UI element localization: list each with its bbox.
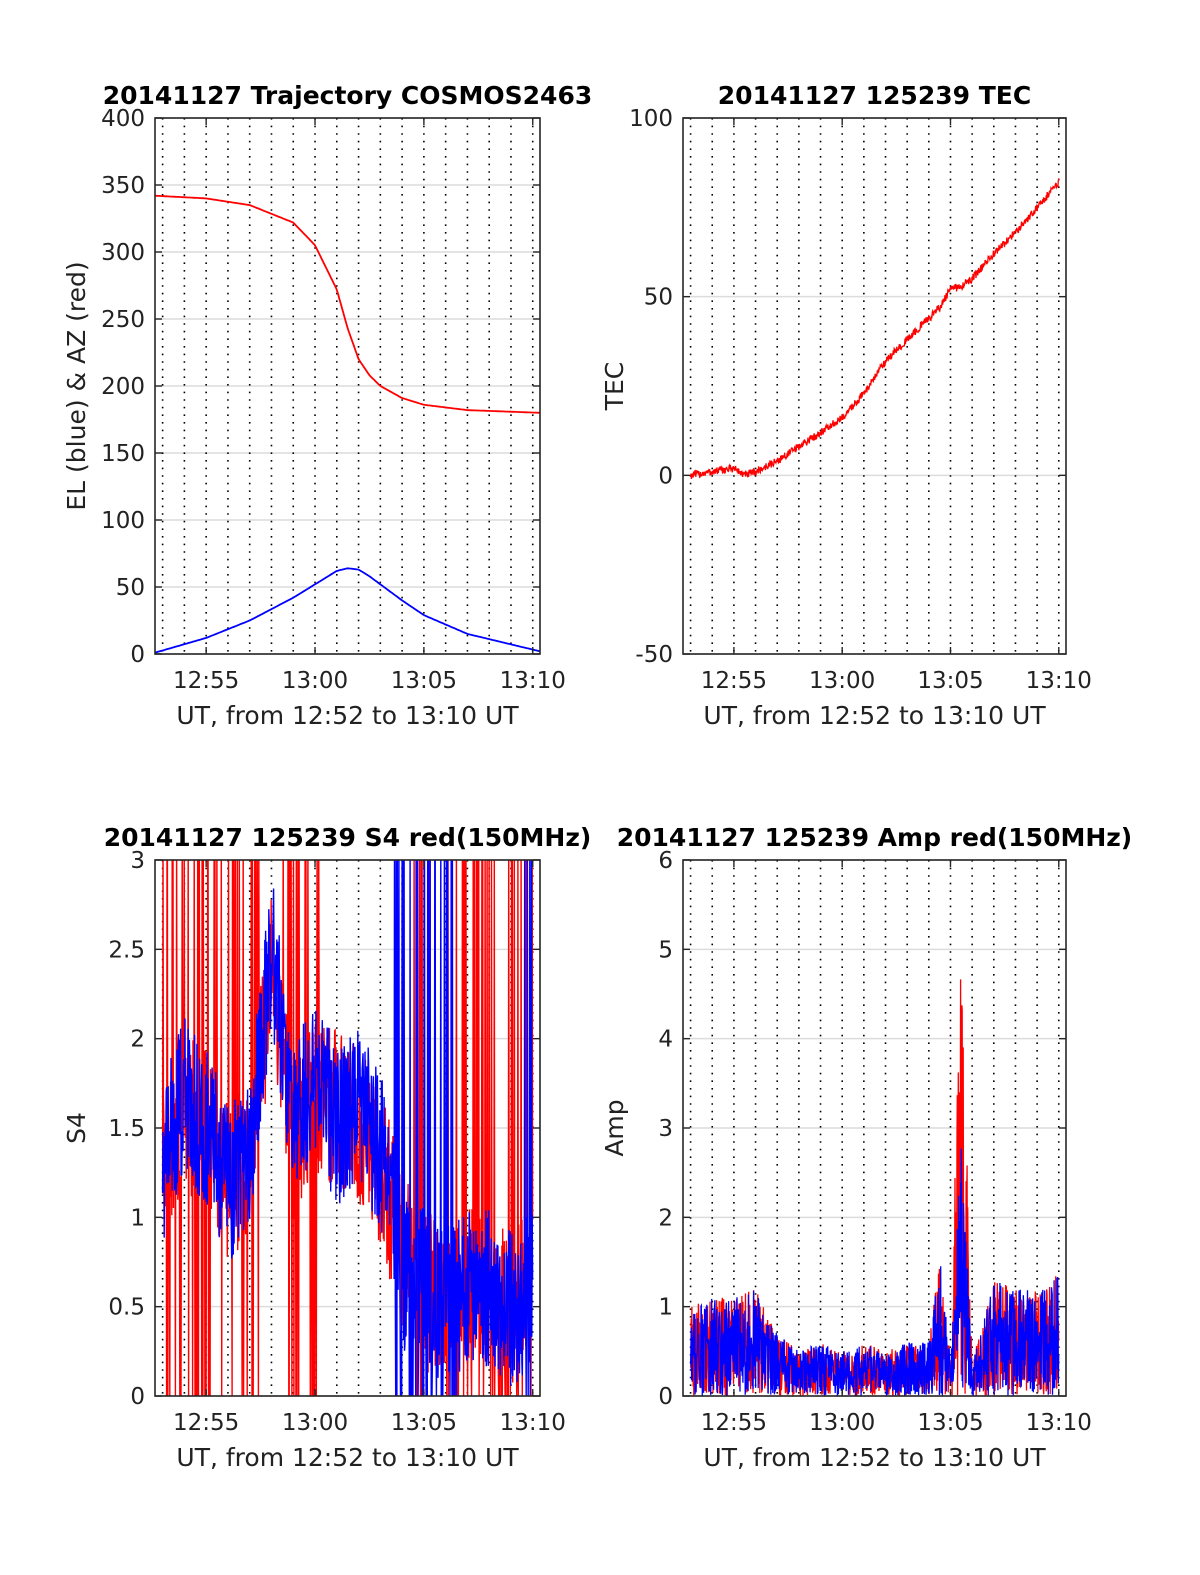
y-tick-label: 1.5 — [108, 1116, 145, 1142]
y-tick-label: 5 — [658, 937, 673, 963]
y-axis-label: Amp — [600, 1099, 629, 1156]
series-line-2 — [161, 860, 534, 1396]
series-line-1 — [155, 194, 540, 414]
x-tick-label: 13:10 — [1026, 668, 1092, 694]
y-tick-label: 2 — [130, 1027, 145, 1053]
y-tick-label: 150 — [101, 441, 145, 467]
chart-panel-3: 0 0.5 1 1.5 2 2.5 3 12:55 13:00 13:05 13:10 2014112… — [62, 823, 591, 1472]
axes-box — [682, 117, 1067, 655]
y-tick-label: 50 — [644, 285, 673, 311]
plot-area — [689, 178, 1060, 479]
series-line-2 — [155, 567, 540, 654]
chart-title: 20141127 Trajectory COSMOS2463 — [103, 81, 593, 110]
y-tick-label: 3 — [658, 1116, 673, 1142]
y-tick-label: 100 — [101, 508, 145, 534]
x-tick-label: 13:10 — [500, 1410, 566, 1436]
chart-panel-4: 0 1 2 3 4 5 6 12:55 13:00 13:05 13:10 20141127 1252… — [600, 823, 1132, 1472]
x-axis-label: UT, from 12:52 to 13:10 UT — [703, 701, 1046, 730]
plot-area — [155, 194, 540, 654]
series-line-2 — [689, 1148, 1060, 1396]
y-tick-label: 0.5 — [108, 1295, 145, 1321]
y-axis-label: EL (blue) & AZ (red) — [62, 261, 91, 510]
x-tick-label: 13:05 — [391, 1410, 457, 1436]
y-tick-label: 0 — [130, 1384, 145, 1410]
y-tick-label: -50 — [635, 642, 673, 668]
y-tick-label: 1 — [658, 1295, 673, 1321]
x-tick-label: 13:05 — [391, 668, 457, 694]
x-axis-label: UT, from 12:52 to 13:10 UT — [176, 701, 519, 730]
x-axis-label: UT, from 12:52 to 13:10 UT — [703, 1443, 1046, 1472]
y-tick-label: 0 — [130, 642, 145, 668]
y-axis-label: S4 — [62, 1112, 91, 1144]
x-tick-label: 12:55 — [173, 1410, 239, 1436]
y-tick-label: 300 — [101, 240, 145, 266]
x-tick-label: 13:00 — [809, 1410, 875, 1436]
y-tick-label: 250 — [101, 307, 145, 333]
x-tick-label: 13:00 — [282, 668, 348, 694]
y-tick-label: 2 — [658, 1205, 673, 1231]
x-tick-label: 13:00 — [809, 668, 875, 694]
x-tick-label: 12:55 — [701, 1410, 767, 1436]
x-tick-label: 12:55 — [701, 668, 767, 694]
y-tick-label: 400 — [101, 106, 145, 132]
x-tick-label: 13:10 — [1026, 1410, 1092, 1436]
chart-title: 20141127 125239 TEC — [718, 81, 1031, 110]
y-tick-label: 350 — [101, 173, 145, 199]
x-tick-label: 13:10 — [500, 668, 566, 694]
x-tick-label: 13:05 — [917, 668, 983, 694]
x-tick-label: 13:00 — [282, 1410, 348, 1436]
series-line-1 — [689, 178, 1060, 479]
plot-area — [161, 860, 534, 1396]
chart-title: 20141127 125239 S4 red(150MHz) — [104, 823, 592, 852]
y-tick-label: 200 — [101, 374, 145, 400]
y-tick-label: 6 — [658, 848, 673, 874]
chart-panel-2: -50 0 50 100 12:55 13:00 13:05 13:10 20141127 12… — [600, 81, 1092, 730]
chart-panel-1: 0 50 100 150 200 250 300 350 400 12:55 13:00 13:05 1… — [62, 81, 592, 730]
y-tick-label: 4 — [658, 1027, 673, 1053]
y-tick-label: 2.5 — [108, 937, 145, 963]
y-axis-label: TEC — [600, 362, 629, 412]
y-tick-label: 3 — [130, 848, 145, 874]
x-tick-label: 13:05 — [917, 1410, 983, 1436]
y-tick-label: 100 — [629, 106, 673, 132]
plot-area — [689, 979, 1060, 1396]
x-tick-label: 12:55 — [173, 668, 239, 694]
chart-title: 20141127 125239 Amp red(150MHz) — [617, 823, 1133, 852]
y-tick-label: 0 — [658, 463, 673, 489]
y-tick-label: 50 — [116, 575, 145, 601]
x-axis-label: UT, from 12:52 to 13:10 UT — [176, 1443, 519, 1472]
y-tick-label: 0 — [658, 1384, 673, 1410]
y-tick-label: 1 — [130, 1205, 145, 1231]
